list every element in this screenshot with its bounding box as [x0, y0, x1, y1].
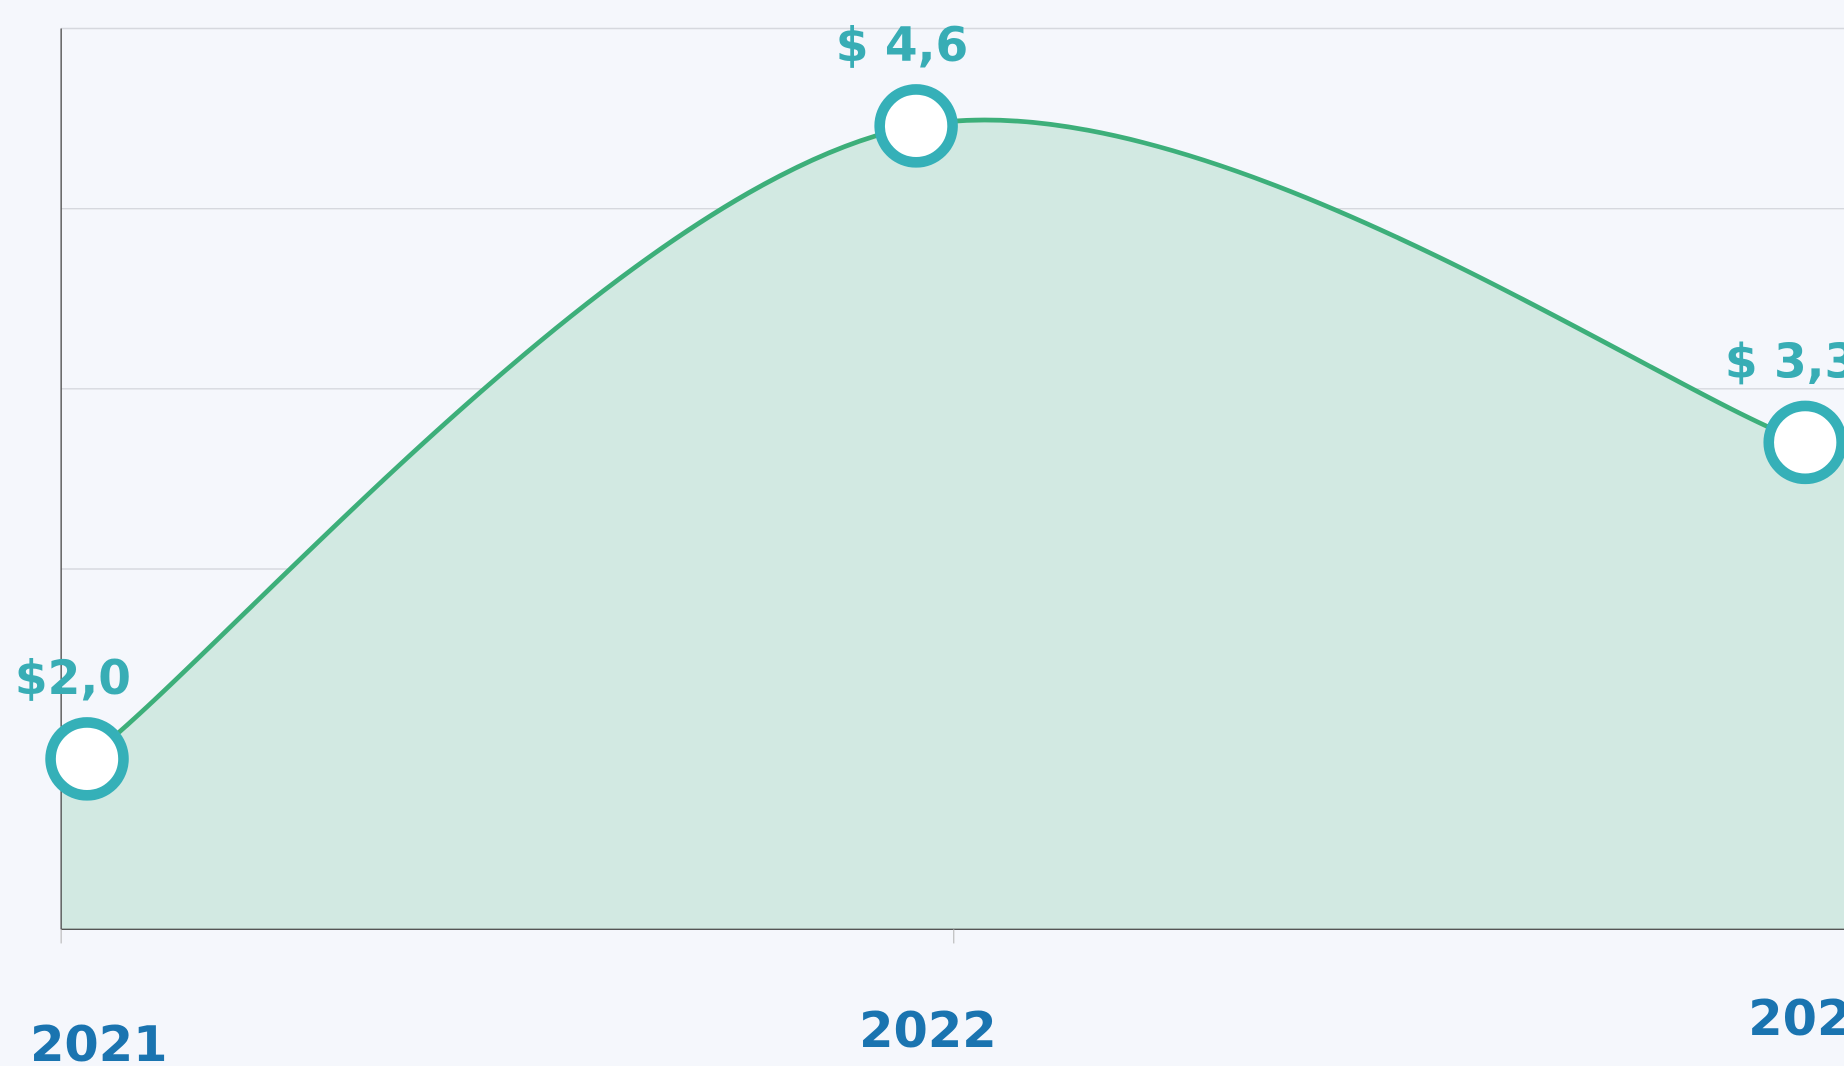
- point: [1763, 400, 1844, 485]
- point: [45, 717, 129, 801]
- x-tick-label: 2021: [30, 1015, 167, 1066]
- area: [61, 119, 1844, 930]
- value-label: $2,0: [15, 651, 131, 706]
- value-label: $ 3,3: [1725, 335, 1844, 390]
- x-tick-label: 2022: [859, 1001, 996, 1059]
- value-label: $ 4,6: [836, 18, 968, 73]
- point: [874, 84, 958, 168]
- x-tick-label: 2023: [1748, 989, 1844, 1047]
